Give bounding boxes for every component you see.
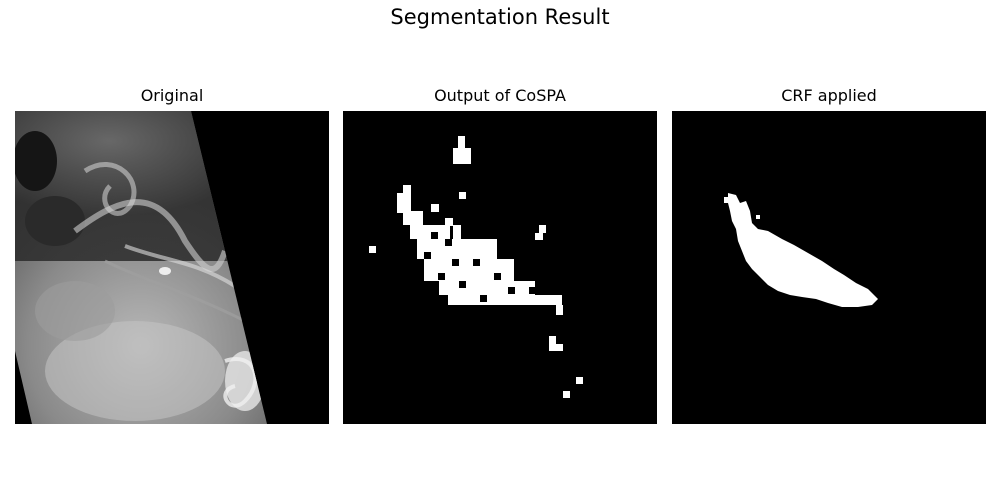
crf-mask-panel: [672, 111, 986, 424]
crf-mask: [724, 193, 878, 307]
panel-title-cospa: Output of CoSPA: [434, 86, 566, 105]
panel-title-original: Original: [140, 86, 204, 105]
cospa-mask-panel: [343, 111, 657, 424]
original-image-panel: [15, 111, 329, 424]
panel-title-crf: CRF applied: [781, 86, 877, 105]
satellite-image: [15, 111, 267, 424]
cospa-mask: [369, 136, 583, 398]
figure-title: Segmentation Result: [390, 5, 610, 29]
